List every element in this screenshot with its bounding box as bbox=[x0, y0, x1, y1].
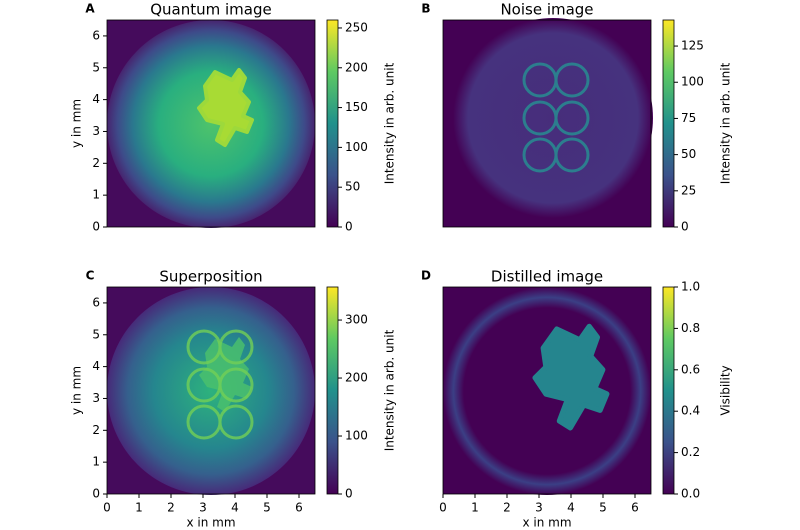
colorbar-tick-label: 1.0 bbox=[681, 280, 700, 294]
heatmap-image bbox=[107, 287, 315, 495]
x-tick-label: 2 bbox=[503, 501, 511, 515]
colorbar bbox=[326, 19, 339, 228]
y-tick-label: 5 bbox=[92, 327, 100, 341]
panel-label: D bbox=[421, 269, 431, 283]
plot-frame bbox=[106, 19, 316, 228]
panel-label: C bbox=[86, 269, 95, 283]
y-tick-label: 0 bbox=[92, 220, 100, 234]
heatmap-image bbox=[443, 18, 653, 227]
y-tick-label: 1 bbox=[92, 188, 100, 202]
panel-label: B bbox=[421, 2, 430, 16]
y-tick-label: 3 bbox=[92, 124, 100, 138]
panel-label: A bbox=[85, 2, 95, 16]
y-tick-label: 4 bbox=[92, 92, 100, 106]
colorbar-tick-label: 200 bbox=[345, 371, 368, 385]
colorbar-label: Intensity in arb. unit bbox=[383, 329, 397, 451]
plot-frame bbox=[442, 19, 652, 228]
colorbar-tick-label: 0 bbox=[681, 220, 689, 234]
x-tick-label: 1 bbox=[471, 501, 479, 515]
colorbar-label: Intensity in arb. unit bbox=[719, 62, 733, 184]
plot-frame bbox=[442, 286, 652, 495]
panel-title: Noise image bbox=[500, 1, 593, 19]
colorbar-tick-label: 75 bbox=[681, 111, 696, 125]
panel-title: Distilled image bbox=[491, 268, 603, 286]
heatmap-image bbox=[443, 287, 651, 495]
x-tick-label: 3 bbox=[199, 501, 207, 515]
x-tick-label: 5 bbox=[599, 501, 607, 515]
colorbar-tick-label: 100 bbox=[681, 75, 704, 89]
x-axis-label: x in mm bbox=[522, 516, 571, 530]
colorbar-tick-label: 0.8 bbox=[681, 321, 700, 335]
x-tick-label: 4 bbox=[567, 501, 575, 515]
y-axis-label: y in mm bbox=[70, 366, 84, 415]
x-tick-label: 6 bbox=[295, 501, 303, 515]
x-tick-label: 4 bbox=[231, 501, 239, 515]
plot-frame bbox=[106, 286, 316, 495]
colorbar-tick-label: 50 bbox=[345, 180, 360, 194]
colorbar-label: Intensity in arb. unit bbox=[383, 62, 397, 184]
colorbar-tick-label: 100 bbox=[345, 429, 368, 443]
x-axis-label: x in mm bbox=[186, 516, 235, 530]
colorbar-tick-label: 0.4 bbox=[681, 404, 700, 418]
colorbar-tick-label: 250 bbox=[345, 20, 368, 34]
y-axis-label: y in mm bbox=[70, 99, 84, 148]
colorbar-tick-label: 125 bbox=[681, 39, 704, 53]
x-tick-label: 1 bbox=[135, 501, 143, 515]
y-tick-label: 2 bbox=[92, 156, 100, 170]
colorbar-tick-label: 0.0 bbox=[681, 487, 700, 501]
colorbar-tick-label: 0 bbox=[345, 487, 353, 501]
y-tick-label: 5 bbox=[92, 60, 100, 74]
colorbar-tick-label: 50 bbox=[681, 147, 696, 161]
x-tick-label: 2 bbox=[167, 501, 175, 515]
x-tick-label: 3 bbox=[535, 501, 543, 515]
y-tick-label: 0 bbox=[92, 487, 100, 501]
colorbar-tick-label: 0.6 bbox=[681, 362, 700, 376]
colorbar-tick-label: 200 bbox=[345, 60, 368, 74]
x-tick-label: 5 bbox=[263, 501, 271, 515]
colorbar-tick-label: 100 bbox=[345, 140, 368, 154]
colorbar-tick-label: 300 bbox=[345, 313, 368, 327]
y-tick-label: 6 bbox=[92, 28, 100, 42]
colorbar bbox=[662, 19, 675, 228]
colorbar bbox=[326, 286, 339, 495]
x-tick-label: 0 bbox=[103, 501, 111, 515]
y-tick-label: 4 bbox=[92, 359, 100, 373]
y-tick-label: 2 bbox=[92, 423, 100, 437]
colorbar bbox=[662, 286, 675, 495]
y-tick-label: 1 bbox=[92, 455, 100, 469]
colorbar-tick-label: 0 bbox=[345, 220, 353, 234]
y-tick-label: 6 bbox=[92, 295, 100, 309]
panel-title: Superposition bbox=[159, 268, 262, 286]
heatmap-image bbox=[107, 20, 315, 228]
colorbar-tick-label: 25 bbox=[681, 183, 696, 197]
x-tick-label: 0 bbox=[439, 501, 447, 515]
colorbar-label: Visibility bbox=[719, 365, 733, 415]
panel-title: Quantum image bbox=[150, 1, 272, 19]
y-tick-label: 3 bbox=[92, 391, 100, 405]
colorbar-tick-label: 0.2 bbox=[681, 445, 700, 459]
x-tick-label: 6 bbox=[631, 501, 639, 515]
colorbar-tick-label: 150 bbox=[345, 100, 368, 114]
